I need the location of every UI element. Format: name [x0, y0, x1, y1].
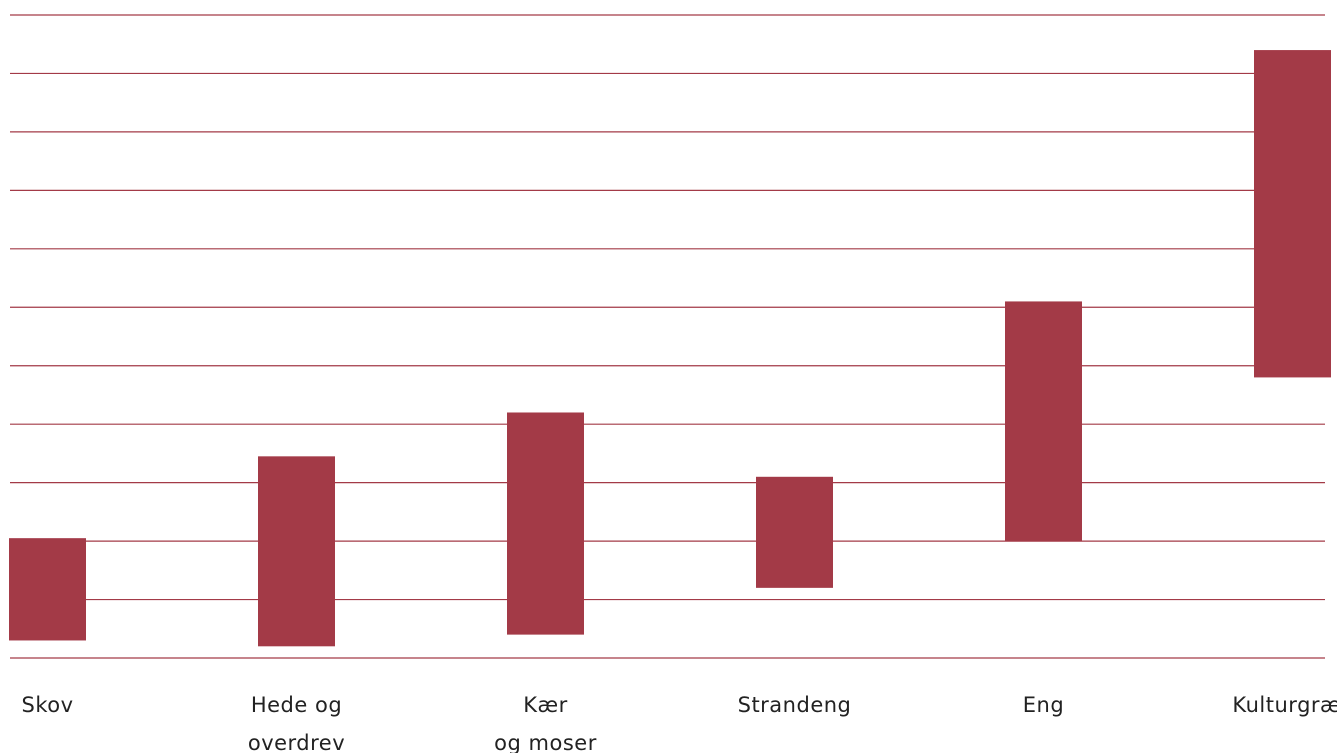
category-label: Skov [21, 693, 73, 717]
range-bar [9, 538, 86, 641]
range-bar [258, 456, 335, 647]
category-label: Kulturgræs [1232, 693, 1337, 717]
category-label: Kær [523, 693, 568, 717]
range-bar [1254, 50, 1331, 378]
range-bar [1005, 301, 1082, 542]
range-bar [756, 476, 833, 588]
category-labels: Skov Hede og overdrev Kær og moser Strandeng E… [21, 693, 1337, 753]
category-label: Eng [1023, 693, 1064, 717]
category-label: Hede og [251, 693, 342, 717]
category-label: Strandeng [738, 693, 852, 717]
category-label: og moser [494, 731, 597, 753]
gridlines [10, 14, 1325, 659]
range-bar [507, 412, 584, 635]
bars [9, 50, 1331, 647]
category-label: overdrev [248, 731, 345, 753]
